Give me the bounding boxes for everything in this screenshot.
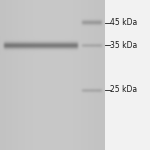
Text: 25 kDa: 25 kDa xyxy=(110,85,137,94)
Text: 45 kDa: 45 kDa xyxy=(110,18,138,27)
Text: 35 kDa: 35 kDa xyxy=(110,40,138,50)
